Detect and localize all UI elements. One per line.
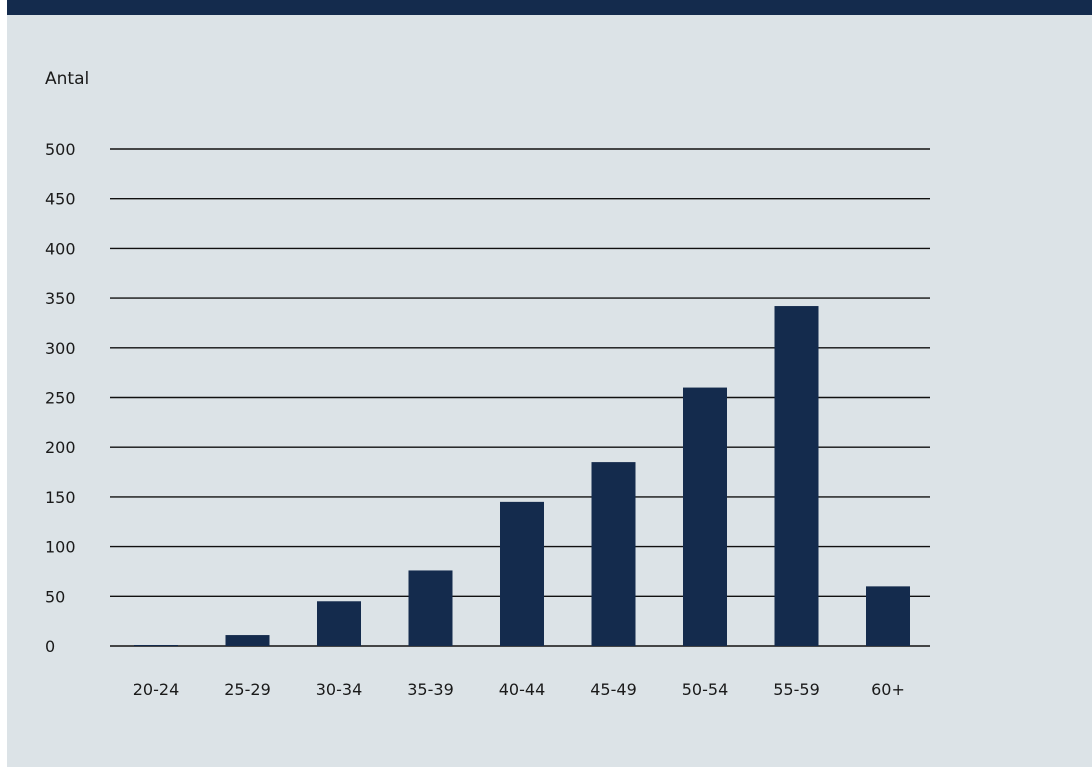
bar-35-39 xyxy=(408,570,453,646)
x-tick-label: 30-34 xyxy=(316,680,363,699)
y-tick-label: 0 xyxy=(45,637,55,656)
y-tick-label: 450 xyxy=(45,190,76,209)
y-tick-label: 300 xyxy=(45,339,76,358)
x-tick-label: 40-44 xyxy=(499,680,546,699)
y-tick-label: 200 xyxy=(45,438,76,457)
bar-50-54 xyxy=(683,387,727,646)
bars xyxy=(134,306,910,647)
header-bar xyxy=(0,0,1092,15)
y-tick-label: 250 xyxy=(45,389,76,408)
bar-40-44 xyxy=(500,501,544,646)
y-tick-label: 350 xyxy=(45,289,76,308)
y-tick-label: 500 xyxy=(45,140,76,159)
x-tick-label: 55-59 xyxy=(773,680,820,699)
bar-60+ xyxy=(866,586,910,646)
y-tick-labels: 0 50 100 150 200 250 300 350 400 450 500 xyxy=(45,140,76,656)
bar-30-34 xyxy=(317,601,361,646)
x-tick-label: 45-49 xyxy=(590,680,637,699)
bar-25-29 xyxy=(225,635,270,646)
x-tick-label: 20-24 xyxy=(133,680,180,699)
left-margin-strip xyxy=(0,0,7,767)
x-tick-label: 35-39 xyxy=(407,680,454,699)
x-tick-label: 25-29 xyxy=(224,680,271,699)
x-tick-label: 50-54 xyxy=(682,680,729,699)
x-tick-labels: 20-24 25-29 30-34 35-39 40-44 45-49 50-54 55-59… xyxy=(133,680,905,699)
y-tick-label: 150 xyxy=(45,488,76,507)
bar-20-24 xyxy=(134,645,178,647)
y-tick-label: 100 xyxy=(45,538,76,557)
bar-55-59 xyxy=(774,306,819,646)
x-tick-label: 60+ xyxy=(871,680,905,699)
y-tick-label: 50 xyxy=(45,587,65,606)
bar-45-49 xyxy=(591,462,636,646)
y-tick-label: 400 xyxy=(45,239,76,258)
y-axis-label: Antal xyxy=(45,69,89,89)
